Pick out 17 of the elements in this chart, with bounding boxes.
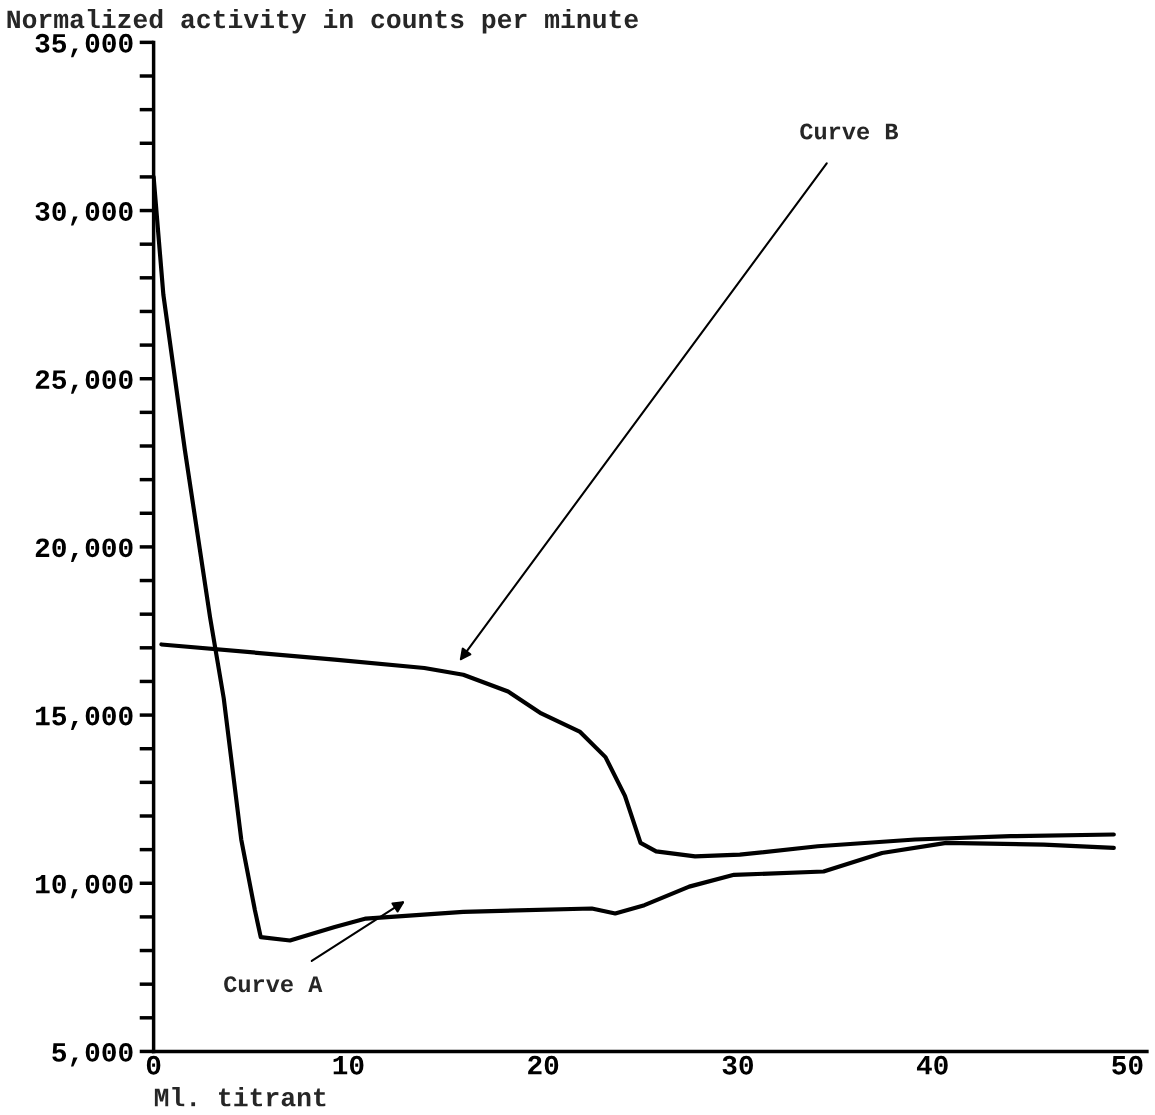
y-tick-label: 25,000 — [35, 370, 133, 394]
y-axis-title: Normalized activity in counts per minute — [7, 8, 638, 34]
annotation: Curve B — [800, 123, 899, 140]
annotation: Curve A — [224, 976, 323, 993]
x-tick-label: 40 — [916, 1055, 948, 1075]
x-tick-label: 20 — [528, 1055, 559, 1075]
y-tick-label: 15,000 — [36, 706, 133, 731]
y-tick-label: 10,000 — [36, 874, 133, 899]
x-tick-label: 0 — [146, 1055, 161, 1075]
y-tick-label: 20,000 — [35, 538, 133, 562]
x-tick-label: 50 — [1112, 1055, 1143, 1075]
y-tick-label: 30,000 — [35, 202, 133, 226]
y-tick-label: 5,000 — [52, 1042, 133, 1067]
x-tick-label: 10 — [333, 1055, 364, 1075]
x-axis-title: Ml. titrant — [154, 1087, 326, 1107]
y-tick-label: 35,000 — [35, 33, 133, 58]
x-tick-label: 30 — [722, 1055, 753, 1075]
